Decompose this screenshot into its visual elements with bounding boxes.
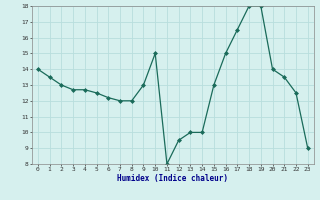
- X-axis label: Humidex (Indice chaleur): Humidex (Indice chaleur): [117, 174, 228, 183]
